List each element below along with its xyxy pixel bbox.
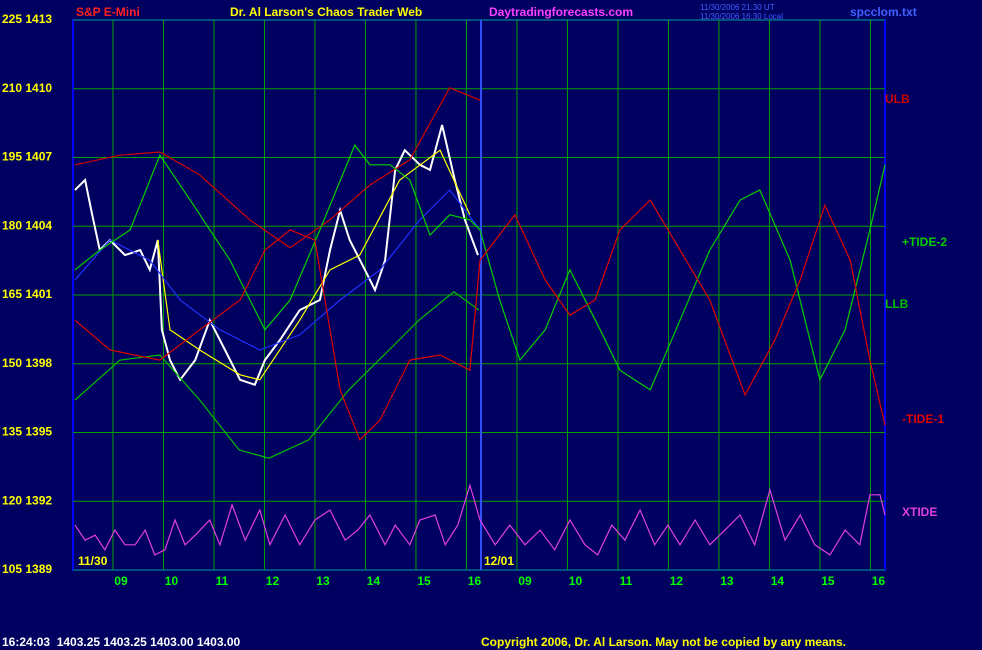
y-tick-label: 210 1410 bbox=[2, 81, 52, 95]
series-line bbox=[74, 483, 886, 556]
x-tick-label: 16 bbox=[872, 574, 886, 588]
x-tick-label: 11 bbox=[216, 574, 229, 588]
y-tick-label: 195 1407 bbox=[2, 150, 52, 164]
series-label: XTIDE bbox=[902, 505, 937, 519]
series-line bbox=[74, 87, 481, 249]
series-label: ULB bbox=[885, 92, 910, 106]
x-tick-label: 14 bbox=[771, 574, 785, 588]
chart-title: Dr. Al Larson's Chaos Trader Web bbox=[230, 5, 422, 19]
series-line bbox=[74, 124, 479, 387]
series-line bbox=[74, 291, 480, 459]
series-label: LLB bbox=[885, 297, 909, 311]
x-tick-label: 09 bbox=[114, 574, 128, 588]
y-tick-label: 135 1395 bbox=[2, 425, 52, 439]
symbol: S&P E-Mini bbox=[76, 5, 140, 19]
x-tick-label: 15 bbox=[821, 574, 835, 588]
series-line bbox=[157, 149, 471, 381]
series-line bbox=[74, 143, 886, 391]
x-tick-label: 11 bbox=[620, 574, 633, 588]
series-line bbox=[74, 199, 886, 441]
x-tick-label: 10 bbox=[165, 574, 179, 588]
y-tick-label: 105 1389 bbox=[2, 562, 52, 576]
website: Daytradingforecasts.com bbox=[489, 5, 633, 19]
y-tick-label: 225 1413 bbox=[2, 12, 52, 26]
x-tick-label: 14 bbox=[367, 574, 381, 588]
quote: 16:24:03 1403.25 1403.25 1403.00 1403.00 bbox=[2, 635, 241, 649]
x-tick-label: 15 bbox=[417, 574, 431, 588]
y-tick-label: 120 1392 bbox=[2, 493, 52, 507]
date-label: 12/01 bbox=[484, 554, 514, 568]
y-tick-label: 150 1398 bbox=[2, 356, 52, 370]
date-label: 11/30 bbox=[78, 554, 108, 568]
timestamp: 11/30/2006 21:30 UT bbox=[700, 3, 775, 12]
timestamp: 11/30/2006 16:30 Local bbox=[700, 12, 783, 21]
copyright: Copyright 2006, Dr. Al Larson. May not b… bbox=[481, 635, 846, 649]
series-line bbox=[74, 189, 481, 351]
series-label: +TIDE-2 bbox=[902, 235, 947, 249]
x-tick-label: 12 bbox=[266, 574, 280, 588]
series-label: -TIDE-1 bbox=[902, 412, 944, 426]
filename: spcclom.txt bbox=[850, 5, 917, 19]
x-tick-label: 13 bbox=[720, 574, 734, 588]
x-tick-label: 09 bbox=[518, 574, 532, 588]
y-tick-label: 165 1401 bbox=[2, 287, 52, 301]
x-tick-label: 13 bbox=[316, 574, 330, 588]
x-tick-label: 10 bbox=[569, 574, 583, 588]
x-tick-label: 16 bbox=[468, 574, 482, 588]
y-tick-label: 180 1404 bbox=[2, 218, 52, 232]
x-tick-label: 12 bbox=[670, 574, 684, 588]
